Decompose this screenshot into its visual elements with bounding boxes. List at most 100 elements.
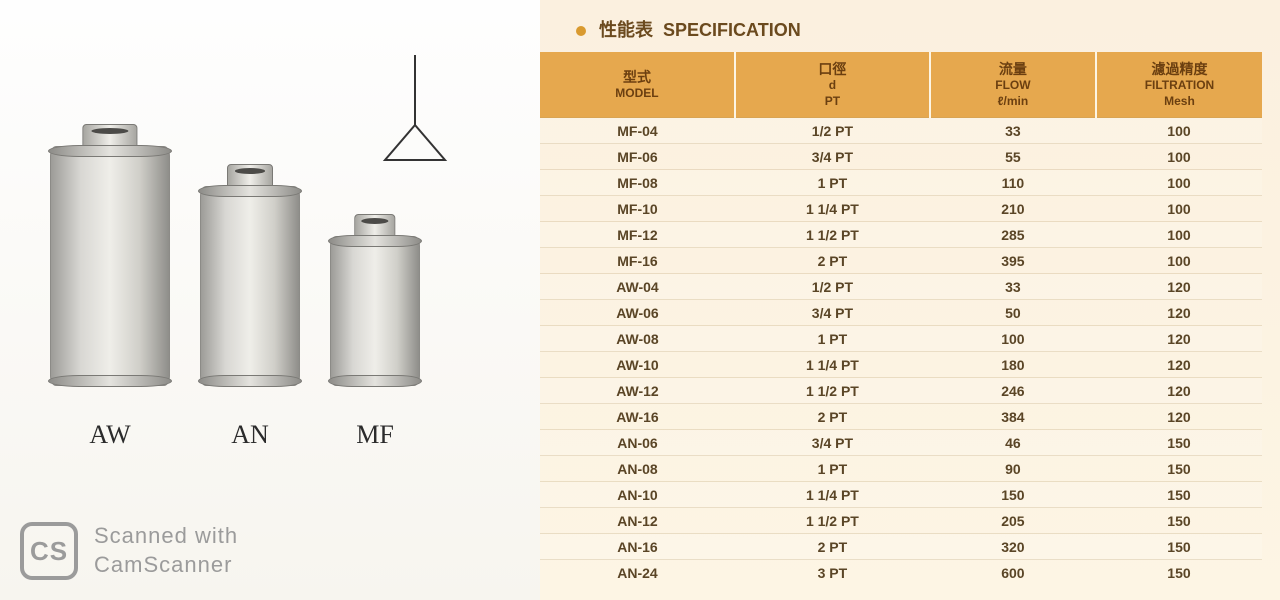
table-cell: 205 <box>930 508 1096 534</box>
table-row: MF-041/2 PT33100 <box>540 118 1262 144</box>
table-cell: 3/4 PT <box>735 144 930 170</box>
table-cell: 1/2 PT <box>735 118 930 144</box>
table-cell: 150 <box>930 482 1096 508</box>
table-cell: 2 PT <box>735 404 930 430</box>
table-cell: AN-24 <box>540 560 735 586</box>
table-cell: AN-06 <box>540 430 735 456</box>
table-row: AW-121 1/2 PT246120 <box>540 378 1262 404</box>
table-cell: MF-04 <box>540 118 735 144</box>
table-row: MF-063/4 PT55100 <box>540 144 1262 170</box>
table-cell: 120 <box>1096 404 1262 430</box>
specification-panel: 性能表 SPECIFICATION 型式MODEL口徑dPT流量FLOWℓ/mi… <box>540 0 1280 600</box>
table-row: AW-063/4 PT50120 <box>540 300 1262 326</box>
spec-col-header: 型式MODEL <box>540 52 735 118</box>
filter-aw: AW <box>50 146 170 450</box>
table-row: AN-121 1/2 PT205150 <box>540 508 1262 534</box>
table-cell: 1 1/4 PT <box>735 352 930 378</box>
table-cell: 150 <box>1096 430 1262 456</box>
table-cell: 110 <box>930 170 1096 196</box>
table-cell: MF-10 <box>540 196 735 222</box>
table-cell: 100 <box>1096 170 1262 196</box>
table-cell: 180 <box>930 352 1096 378</box>
spec-table: 型式MODEL口徑dPT流量FLOWℓ/min濾過精度FILTRATIONMes… <box>540 52 1262 585</box>
table-row: AN-081 PT90150 <box>540 456 1262 482</box>
table-cell: 2 PT <box>735 248 930 274</box>
spec-title-cn: 性能表 <box>599 20 653 40</box>
table-row: MF-101 1/4 PT210100 <box>540 196 1262 222</box>
table-row: AW-041/2 PT33120 <box>540 274 1262 300</box>
table-cell: 55 <box>930 144 1096 170</box>
table-cell: MF-16 <box>540 248 735 274</box>
spec-col-header: 口徑dPT <box>735 52 930 118</box>
table-cell: 320 <box>930 534 1096 560</box>
table-cell: AN-10 <box>540 482 735 508</box>
table-cell: 2 PT <box>735 534 930 560</box>
table-cell: 1 1/2 PT <box>735 222 930 248</box>
filter-label: AN <box>231 420 269 450</box>
table-cell: 3/4 PT <box>735 430 930 456</box>
table-cell: 120 <box>1096 274 1262 300</box>
table-cell: 3/4 PT <box>735 300 930 326</box>
table-cell: AN-12 <box>540 508 735 534</box>
table-cell: AW-06 <box>540 300 735 326</box>
table-cell: 33 <box>930 274 1096 300</box>
spec-col-header: 流量FLOWℓ/min <box>930 52 1096 118</box>
table-cell: AW-08 <box>540 326 735 352</box>
table-cell: AN-08 <box>540 456 735 482</box>
table-cell: AW-16 <box>540 404 735 430</box>
table-cell: 100 <box>1096 222 1262 248</box>
table-row: MF-081 PT110100 <box>540 170 1262 196</box>
table-cell: 1 PT <box>735 326 930 352</box>
spec-col-header: 濾過精度FILTRATIONMesh <box>1096 52 1262 118</box>
table-row: AW-081 PT100120 <box>540 326 1262 352</box>
table-cell: MF-12 <box>540 222 735 248</box>
table-cell: 100 <box>1096 118 1262 144</box>
table-row: AN-063/4 PT46150 <box>540 430 1262 456</box>
table-row: AW-162 PT384120 <box>540 404 1262 430</box>
table-cell: 1 PT <box>735 456 930 482</box>
table-cell: 1 1/4 PT <box>735 482 930 508</box>
table-cell: AN-16 <box>540 534 735 560</box>
table-cell: 384 <box>930 404 1096 430</box>
table-cell: MF-06 <box>540 144 735 170</box>
table-cell: 1 PT <box>735 170 930 196</box>
table-row: MF-121 1/2 PT285100 <box>540 222 1262 248</box>
watermark-line2: CamScanner <box>94 551 238 580</box>
table-cell: 210 <box>930 196 1096 222</box>
table-row: AN-162 PT320150 <box>540 534 1262 560</box>
table-cell: 3 PT <box>735 560 930 586</box>
table-cell: 1 1/2 PT <box>735 378 930 404</box>
table-cell: 100 <box>1096 196 1262 222</box>
table-cell: MF-08 <box>540 170 735 196</box>
table-cell: 120 <box>1096 378 1262 404</box>
table-cell: 120 <box>1096 300 1262 326</box>
table-cell: 600 <box>930 560 1096 586</box>
watermark-line1: Scanned with <box>94 522 238 551</box>
spec-title: 性能表 SPECIFICATION <box>540 12 1262 52</box>
table-cell: 120 <box>1096 352 1262 378</box>
table-row: MF-162 PT395100 <box>540 248 1262 274</box>
table-cell: 150 <box>1096 560 1262 586</box>
filter-label: AW <box>89 420 130 450</box>
table-cell: 246 <box>930 378 1096 404</box>
table-cell: 395 <box>930 248 1096 274</box>
filter-label: MF <box>356 420 394 450</box>
table-row: AW-101 1/4 PT180120 <box>540 352 1262 378</box>
table-cell: 150 <box>1096 508 1262 534</box>
scanner-watermark: CS Scanned with CamScanner <box>20 522 238 580</box>
table-cell: 100 <box>930 326 1096 352</box>
table-cell: 1/2 PT <box>735 274 930 300</box>
table-cell: AW-04 <box>540 274 735 300</box>
table-cell: 285 <box>930 222 1096 248</box>
table-cell: AW-12 <box>540 378 735 404</box>
spec-title-en: SPECIFICATION <box>663 20 801 40</box>
table-cell: 150 <box>1096 482 1262 508</box>
table-row: AN-243 PT600150 <box>540 560 1262 586</box>
filter-mf: MF <box>330 236 420 450</box>
filter-an: AN <box>200 186 300 450</box>
table-cell: 100 <box>1096 144 1262 170</box>
table-cell: AW-10 <box>540 352 735 378</box>
cs-badge-icon: CS <box>20 522 78 580</box>
table-cell: 46 <box>930 430 1096 456</box>
table-cell: 1 1/2 PT <box>735 508 930 534</box>
